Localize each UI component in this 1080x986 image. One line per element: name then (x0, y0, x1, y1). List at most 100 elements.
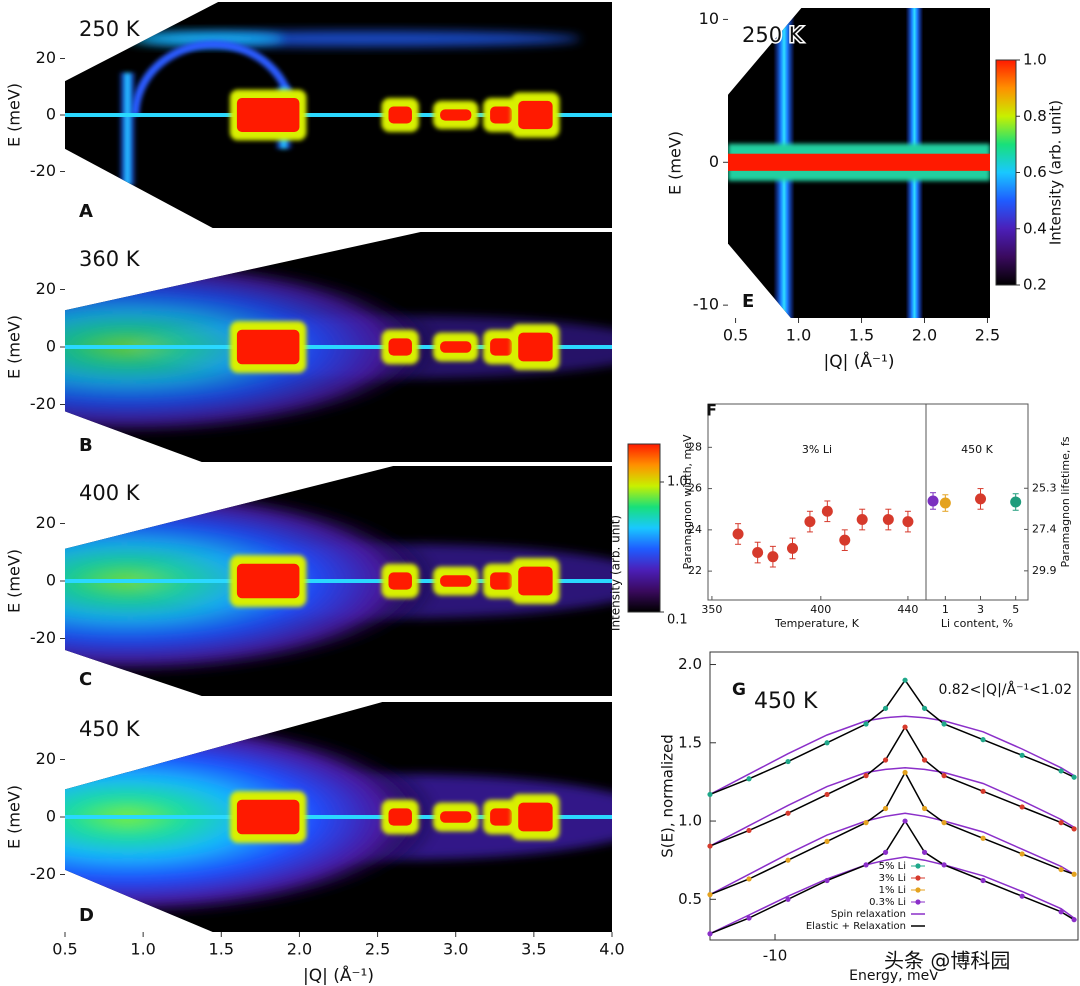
panel-label: G (732, 680, 746, 700)
legend-label: 1% Li (879, 885, 906, 896)
spin-relaxation-fit (709, 856, 1075, 935)
data-point (902, 724, 908, 730)
data-point (707, 931, 713, 937)
y-tick-label: 2.0 (678, 655, 702, 673)
legend-label: 0.3% Li (869, 897, 906, 908)
panel-title: 360 K (79, 247, 141, 271)
x-tick-label: 3.5 (521, 940, 546, 959)
x-tick-label: 350 (701, 603, 722, 616)
data-point (746, 876, 752, 882)
legend-label: Elastic + Relaxation (806, 921, 906, 932)
colorbar (627, 443, 661, 613)
y-tick-label: 1.0 (678, 812, 702, 830)
data-point (921, 705, 928, 711)
y2-tick-label: 25.3 (1032, 481, 1057, 494)
x-tick-label: 5 (1012, 603, 1019, 616)
legend-label: 5% Li (879, 861, 906, 872)
data-point (980, 877, 986, 884)
elastic-line (728, 153, 990, 171)
x-tick-label: 1.0 (786, 326, 811, 345)
x-axis-label: Energy, meV (849, 968, 939, 984)
y-tick-label: 1.5 (678, 733, 702, 751)
data-point (821, 505, 833, 517)
legend-marker (915, 863, 921, 869)
panel-label: C (79, 669, 92, 690)
y-tick-label: 20 (36, 48, 56, 67)
data-point (882, 705, 889, 711)
x-tick-label: 2.5 (365, 940, 390, 959)
bragg-peak (236, 563, 300, 599)
y-tick-label: -20 (30, 394, 56, 413)
x-tick-label: 440 (897, 603, 918, 616)
data-point (941, 862, 947, 868)
y-tick-label: 0 (709, 152, 719, 171)
data-point (746, 827, 752, 834)
elastic-line (65, 113, 612, 117)
y2-tick-label: 27.4 (1032, 522, 1057, 535)
legend-marker (915, 875, 921, 881)
data-point (824, 838, 830, 844)
data-point (980, 835, 986, 841)
y-tick-label: 28 (688, 440, 702, 453)
plot-frame (709, 651, 1079, 941)
colorbar-label: Intensity (arb. unit) (609, 515, 623, 631)
y-axis-label: E (meV) (5, 315, 24, 379)
bragg-peak (440, 341, 472, 353)
panel-label: D (79, 905, 94, 926)
elastic-line (65, 345, 612, 349)
data-point (1010, 496, 1022, 508)
bragg-peak (236, 98, 300, 132)
data-point (746, 776, 752, 782)
x-tick-label: 3.0 (443, 940, 468, 959)
data-point (927, 495, 939, 507)
data-point (1058, 909, 1064, 915)
bragg-peak (388, 106, 412, 124)
data-point (1019, 804, 1025, 810)
plot-frame (925, 403, 1029, 601)
x-tick-label: 1.5 (849, 326, 874, 345)
bragg-peak (490, 808, 512, 826)
data-point (707, 843, 713, 849)
data-point (1071, 826, 1077, 832)
data-point (785, 758, 791, 765)
data-point (902, 769, 908, 776)
y2-axis-label: Paramagnon lifetime, fs (1059, 436, 1072, 567)
data-point (863, 820, 869, 826)
y-tick-label: 20 (36, 749, 56, 768)
bragg-peak (518, 566, 553, 596)
x-tick-label: 1.5 (209, 940, 234, 959)
panel-title: 450 K (754, 689, 818, 714)
y-tick-label: -20 (30, 161, 56, 180)
colorbar-tick-label: 0.2 (1023, 276, 1047, 294)
x-tick-label: 3 (977, 603, 984, 616)
y-tick-label: 22 (688, 564, 702, 577)
spin-relaxation-fit (709, 715, 1075, 796)
panel-title: 250 K (79, 17, 141, 41)
y-tick-label: -10 (693, 295, 719, 314)
legend-label: Spin relaxation (831, 909, 906, 920)
x-tick-label: -10 (763, 947, 788, 965)
data-point (707, 791, 713, 798)
colorbar-tick-label: 1.0 (667, 474, 688, 489)
bragg-peak (490, 338, 512, 356)
bragg-peak (440, 575, 472, 587)
data-point (863, 773, 869, 779)
plot-frame (707, 403, 927, 601)
y-tick-label: 0.5 (678, 890, 702, 908)
y-tick-label: 20 (36, 279, 56, 298)
data-point (804, 516, 816, 528)
data-point (941, 773, 947, 779)
data-point (1058, 768, 1064, 774)
x-tick-label: 0.5 (52, 940, 77, 959)
data-point (975, 493, 987, 505)
data-point (863, 862, 869, 868)
x-axis-label: Li content, % (941, 617, 1013, 630)
data-point (1058, 866, 1064, 873)
bragg-peak (518, 332, 553, 362)
annotation: 0.82<|Q|/Å⁻¹<1.02 (938, 681, 1072, 698)
spin-relaxation-fit (709, 767, 1075, 847)
y-axis-label: S(E), normalized (659, 734, 677, 858)
colorbar (995, 59, 1017, 286)
